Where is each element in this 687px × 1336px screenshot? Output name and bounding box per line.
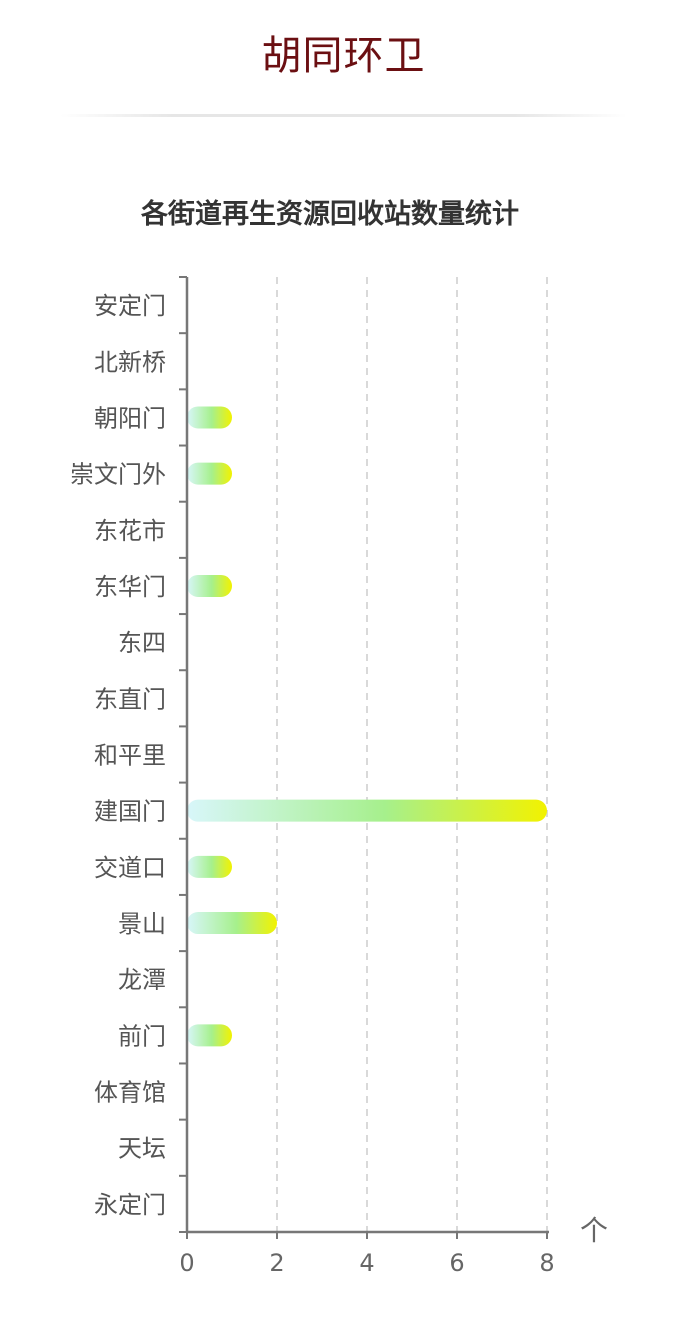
axes	[179, 276, 549, 1239]
labels: 0 2 4 6 8 安定门北新桥朝阳门崇文门外东花市东华门东四东直门和平里建国门交道口景山…	[70, 292, 555, 1277]
category-label: 建国门	[94, 798, 166, 826]
category-label: 东直门	[94, 685, 166, 713]
header-divider	[60, 114, 627, 117]
category-label: 龙潭	[118, 966, 166, 994]
x-axis-unit-label: 个	[580, 1214, 608, 1247]
page-header: 胡同环卫	[0, 0, 687, 118]
grid-lines	[276, 277, 548, 1232]
page-title: 胡同环卫	[261, 33, 426, 79]
category-label: 天坛	[118, 1135, 166, 1163]
category-label: 前门	[118, 1022, 166, 1050]
category-label: 东花市	[94, 517, 166, 545]
bar	[187, 912, 277, 935]
x-tick-label: 4	[359, 1249, 374, 1277]
bar	[187, 574, 232, 597]
category-label: 交道口	[94, 854, 166, 882]
category-label: 景山	[118, 910, 166, 938]
category-label: 和平里	[94, 742, 166, 770]
bar	[187, 799, 547, 822]
category-label: 安定门	[94, 292, 166, 320]
bar	[187, 1024, 232, 1047]
category-label: 永定门	[94, 1191, 166, 1219]
bar	[187, 462, 232, 485]
bar	[187, 406, 232, 429]
bars	[187, 406, 547, 1047]
category-label: 朝阳门	[94, 404, 166, 432]
bar	[187, 855, 232, 878]
category-label: 体育馆	[94, 1079, 166, 1107]
x-tick-label: 6	[449, 1249, 464, 1277]
category-label: 东四	[118, 629, 166, 657]
chart-title: 各街道再生资源回收站数量统计	[140, 198, 519, 230]
x-tick-label: 2	[269, 1249, 284, 1277]
category-label: 崇文门外	[70, 461, 166, 489]
x-tick-label: 0	[179, 1249, 194, 1277]
category-label: 东华门	[94, 573, 166, 601]
x-tick-label: 8	[539, 1249, 554, 1277]
category-label: 北新桥	[94, 348, 166, 376]
